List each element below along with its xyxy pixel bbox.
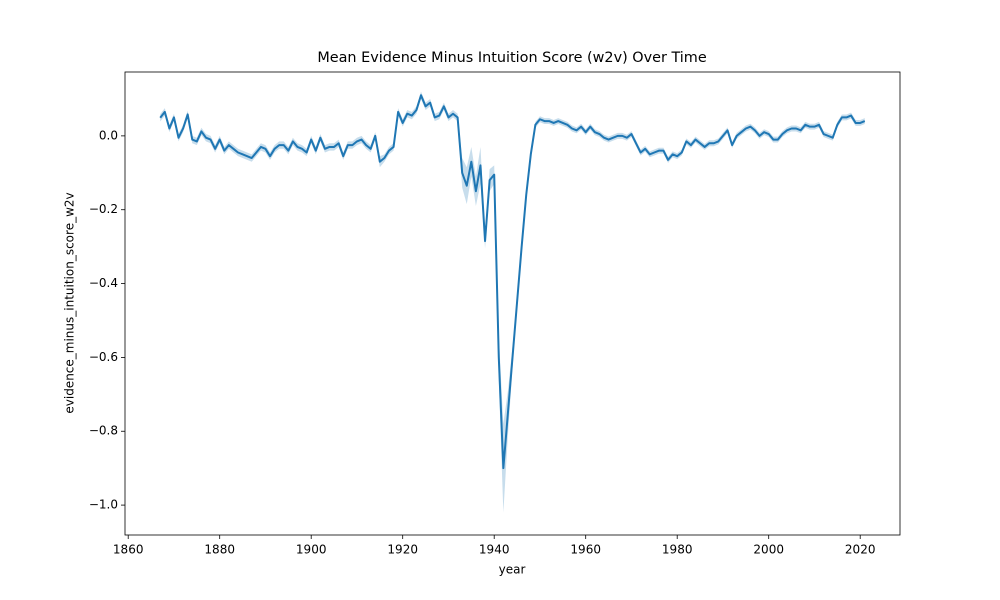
y-tick-label: 0.0	[99, 128, 118, 142]
x-tick-label: 1920	[387, 543, 418, 557]
x-tick-label: 2020	[845, 543, 876, 557]
y-tick-label: −0.4	[89, 276, 118, 290]
chart-title: Mean Evidence Minus Intuition Score (w2v…	[317, 50, 707, 66]
axes-frame	[124, 71, 901, 536]
y-axis-label: evidence_minus_intuition_score_w2v	[63, 192, 77, 413]
data-line	[159, 94, 866, 470]
x-tick-label: 1980	[662, 543, 693, 557]
x-tick-label: 2000	[753, 543, 784, 557]
x-tick-label: 1960	[570, 543, 601, 557]
x-tick-label: 1900	[296, 543, 327, 557]
x-tick-label: 1880	[204, 543, 235, 557]
x-tick-label: 1860	[113, 543, 144, 557]
x-tick-label: 1940	[479, 543, 510, 557]
y-tick-label: −0.8	[89, 424, 118, 438]
y-tick-label: −1.0	[89, 498, 118, 512]
x-axis-label: year	[499, 563, 526, 577]
y-tick-label: −0.2	[89, 202, 118, 216]
y-tick-label: −0.6	[89, 350, 118, 364]
plot-area	[159, 91, 866, 513]
